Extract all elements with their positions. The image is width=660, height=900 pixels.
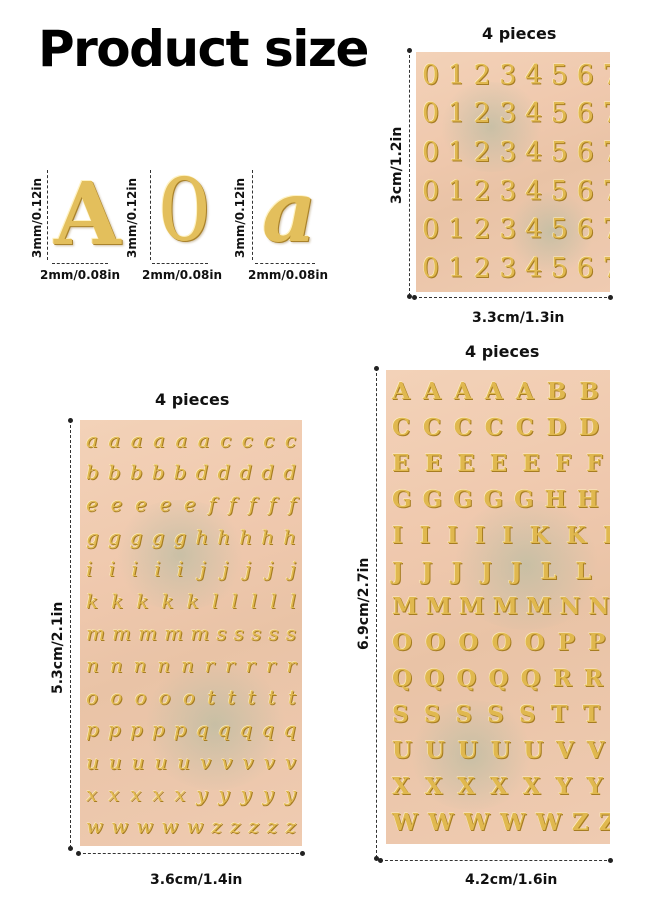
- sticker-row: C C C C C D D D D D: [392, 414, 610, 442]
- sticker-row: g g g g g h h h h h: [86, 524, 296, 549]
- sticker-row: b b b b b d d d d d: [86, 460, 296, 485]
- numbers-width-line-end: [608, 295, 613, 300]
- sticker-row: E E E E E F F F F F: [392, 450, 610, 478]
- uppercase-pieces-label: 4 pieces: [465, 342, 540, 361]
- sample-zero-height-line: [150, 170, 151, 260]
- lowercase-width-line-start: [76, 851, 81, 856]
- lowercase-height-label: 5.3cm/2.1in: [50, 601, 66, 694]
- numbers-sticker-grid: 0 1 2 3 4 5 6 7 8 9 0 1 2 3 4 5 6 7 8 9 0 …: [416, 52, 610, 292]
- sticker-row: u u u u u v v v v v: [86, 749, 296, 774]
- numbers-height-line-end: [407, 294, 412, 299]
- sheet-stain: [506, 192, 596, 272]
- sheet-stain: [140, 660, 290, 790]
- uppercase-sticker-grid: A A A A A B B B B B C C C C C D D D D D E …: [386, 370, 610, 844]
- sticker-row: 0 1 2 3 4 5 6 7 8 9: [422, 253, 610, 285]
- sheet-stain: [436, 82, 546, 172]
- sample-small-a-width-label: 2mm/0.08in: [248, 268, 329, 282]
- numbers-height-label: 3cm/1.2in: [389, 126, 405, 204]
- sticker-row: o o o o o t t t t t: [86, 685, 296, 710]
- sample-a-width-line: [52, 263, 108, 264]
- numbers-width-line: [414, 297, 612, 298]
- sticker-row: M M M M M N N N N N: [392, 593, 610, 621]
- uppercase-height-label: 6.9cm/2.7in: [356, 557, 372, 650]
- sheet-stain: [446, 500, 606, 630]
- sticker-row: i i i i i j j j j j: [86, 556, 296, 581]
- sticker-row: 0 1 2 3 4 5 6 7 8 9: [422, 59, 610, 91]
- sample-digit-zero: 0: [157, 161, 212, 261]
- sticker-row: W W W W W Z Z Z Z Z: [392, 808, 610, 836]
- sticker-row: 0 1 2 3 4 5 6 7 8 9: [422, 137, 610, 169]
- sticker-row: O O O O O P P P P P: [392, 629, 610, 657]
- numbers-pieces-label: 4 pieces: [482, 24, 557, 43]
- uppercase-sticker-sheet: A A A A A B B B B B C C C C C D D D D D E …: [386, 370, 610, 844]
- sticker-row: n n n n n r r r r r: [86, 653, 296, 678]
- sticker-row: w w w w w z z z z z: [86, 813, 296, 838]
- sample-a-height-label: 3mm/0.12in: [30, 177, 44, 258]
- sticker-row: I I I I I K K K K K: [392, 521, 610, 549]
- uppercase-height-line-start: [374, 366, 379, 371]
- sticker-row: U U U U U V V V V V: [392, 736, 610, 764]
- lowercase-height-line-start: [68, 418, 73, 423]
- sample-letter-small-a: a: [262, 162, 317, 261]
- uppercase-height-line-end: [374, 856, 379, 861]
- uppercase-width-line-start: [378, 858, 383, 863]
- sample-zero-width-label: 2mm/0.08in: [142, 268, 223, 282]
- sticker-row: J J J J J L L L L L: [392, 557, 610, 585]
- sample-a-width-label: 2mm/0.08in: [40, 268, 121, 282]
- sticker-row: p p p p p q q q q q: [86, 717, 296, 742]
- page-title: Product size: [38, 20, 369, 78]
- sample-letter-a: A: [54, 164, 121, 265]
- sticker-row: e e e e e f f f f f: [86, 492, 296, 517]
- numbers-width-label: 3.3cm/1.3in: [472, 310, 565, 326]
- uppercase-width-line: [380, 860, 612, 861]
- numbers-sticker-sheet: 0 1 2 3 4 5 6 7 8 9 0 1 2 3 4 5 6 7 8 9 0 …: [416, 52, 610, 292]
- lowercase-height-line: [70, 420, 71, 848]
- sticker-row: a a a a a a c c c c: [86, 428, 296, 453]
- sticker-row: x x x x x y y y y y: [86, 781, 296, 806]
- sheet-stain: [110, 500, 250, 610]
- uppercase-height-line: [376, 368, 377, 858]
- sheet-stain: [406, 700, 536, 810]
- sample-a-height-line: [47, 170, 48, 260]
- uppercase-width-label: 4.2cm/1.6in: [465, 872, 558, 888]
- sample-small-a-height-line: [252, 170, 253, 260]
- numbers-width-line-start: [412, 295, 417, 300]
- sticker-row: m m m m m s s s s s: [86, 620, 296, 645]
- lowercase-pieces-label: 4 pieces: [155, 390, 230, 409]
- sticker-row: A A A A A B B B B B: [392, 378, 610, 406]
- lowercase-width-label: 3.6cm/1.4in: [150, 872, 243, 888]
- sticker-row: G G G G G H H H H H: [392, 485, 610, 513]
- sticker-row: Q Q Q Q Q R R R R R: [392, 665, 610, 693]
- sticker-row: 0 1 2 3 4 5 6 7 8 9: [422, 175, 610, 207]
- lowercase-width-line: [78, 853, 304, 854]
- sticker-row: 0 1 2 3 4 5 6 7 8 9: [422, 214, 610, 246]
- sticker-row: X X X X X Y Y Y Y Y: [392, 772, 610, 800]
- sample-small-a-width-line: [255, 263, 315, 264]
- sticker-row: 0 1 2 3 4 5 6 7 8 9: [422, 98, 610, 130]
- sample-zero-width-line: [152, 263, 208, 264]
- sample-zero-height-label: 3mm/0.12in: [125, 177, 139, 258]
- numbers-height-line: [409, 50, 410, 296]
- sticker-row: S S S S S T T T T T: [392, 701, 610, 729]
- uppercase-width-line-end: [608, 858, 613, 863]
- lowercase-height-line-end: [68, 846, 73, 851]
- numbers-height-line-start: [407, 48, 412, 53]
- lowercase-sticker-sheet: a a a a a a c c c c b b b b b d d d d d e …: [80, 420, 302, 846]
- lowercase-sticker-grid: a a a a a a c c c c b b b b b d d d d d e …: [80, 420, 302, 846]
- sample-small-a-height-label: 3mm/0.12in: [233, 177, 247, 258]
- sticker-row: k k k k k l l l l l: [86, 588, 296, 613]
- lowercase-width-line-end: [300, 851, 305, 856]
